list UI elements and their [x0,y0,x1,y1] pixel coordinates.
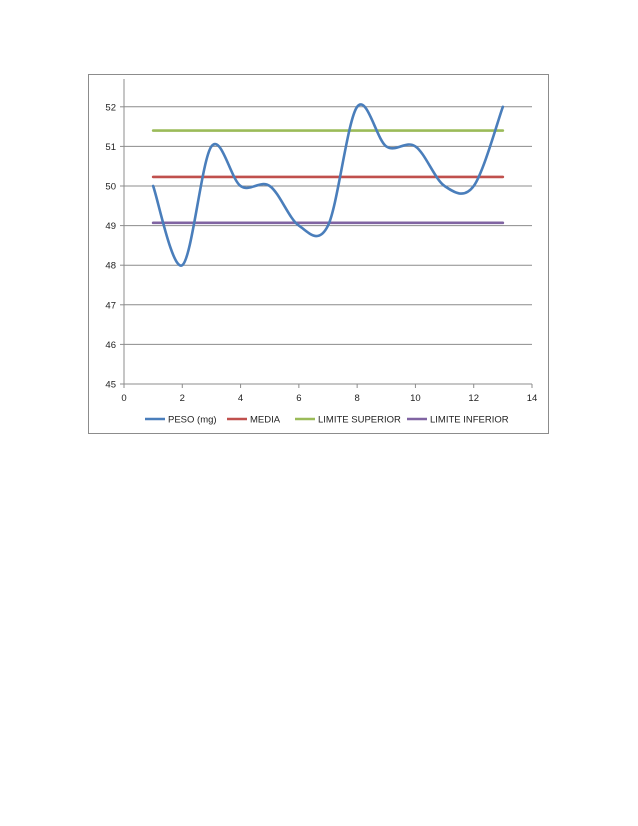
series-lines [151,103,505,267]
y-tick-label: 50 [105,182,116,193]
x-tick-label: 0 [121,393,126,404]
y-tick-label: 48 [105,261,116,272]
x-tick-label: 4 [238,393,243,404]
x-tick-label: 10 [410,393,421,404]
legend-label: PESO (mg) [168,415,217,426]
x-tick-label: 12 [468,393,479,404]
legend: PESO (mg) MEDIA LIMITE SUPERIOR LIMITE INFE… [145,415,509,426]
y-tick-label: 52 [105,102,116,113]
grid-lines [124,106,532,345]
y-tick-label: 51 [105,142,116,153]
series-line-peso-mg [151,103,505,267]
x-tick-label: 6 [296,393,301,404]
x-tick-label: 14 [527,393,538,404]
chart-frame: 45 46 47 48 49 50 51 52 0 2 4 6 8 10 12 14 PESO (mg) MED… [88,74,549,434]
legend-label: LIMITE SUPERIOR [318,415,401,426]
x-tick-label: 2 [180,393,185,404]
legend-label: LIMITE INFERIOR [430,415,509,426]
y-tick-label: 47 [105,300,116,311]
legend-label: MEDIA [250,415,281,426]
y-tick-label: 45 [105,380,116,391]
y-tick-label: 49 [105,221,116,232]
x-tick-label: 8 [354,393,359,404]
y-tick-label: 46 [105,340,116,351]
